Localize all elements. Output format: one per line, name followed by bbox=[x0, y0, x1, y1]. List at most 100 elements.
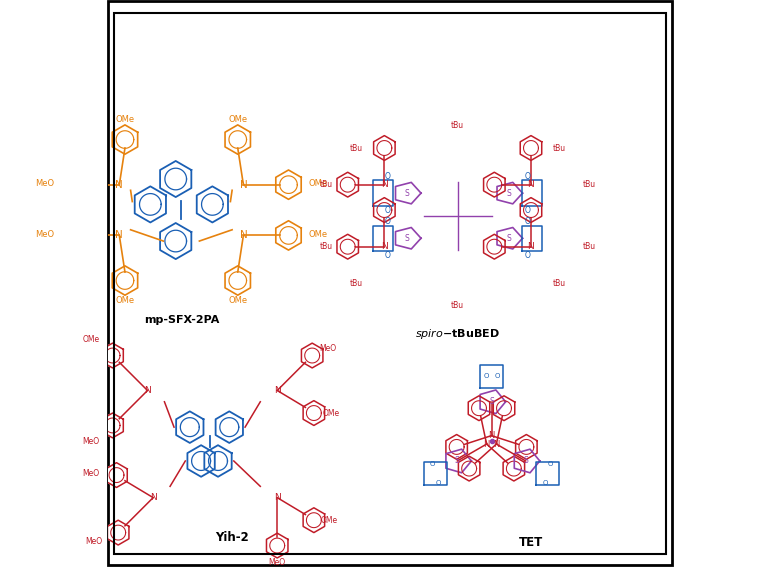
Text: OMe: OMe bbox=[83, 335, 100, 344]
Polygon shape bbox=[484, 234, 505, 259]
Polygon shape bbox=[160, 161, 191, 197]
Text: O: O bbox=[483, 373, 488, 380]
Text: O: O bbox=[525, 251, 530, 259]
Text: OMe: OMe bbox=[308, 230, 328, 239]
Text: N: N bbox=[484, 440, 490, 448]
Text: O: O bbox=[385, 205, 391, 215]
Text: OMe: OMe bbox=[115, 116, 134, 124]
Text: MeO: MeO bbox=[268, 558, 285, 567]
Polygon shape bbox=[301, 343, 323, 368]
Text: O: O bbox=[542, 480, 548, 486]
Text: OMe: OMe bbox=[321, 516, 338, 525]
Text: O: O bbox=[430, 461, 435, 467]
Polygon shape bbox=[484, 172, 505, 197]
Polygon shape bbox=[468, 396, 490, 420]
Text: N: N bbox=[488, 431, 495, 440]
Polygon shape bbox=[395, 183, 421, 204]
Polygon shape bbox=[446, 435, 467, 459]
Polygon shape bbox=[112, 125, 137, 154]
Text: OMe: OMe bbox=[229, 296, 247, 305]
Text: tBu: tBu bbox=[319, 242, 332, 251]
Text: O: O bbox=[525, 205, 530, 215]
Text: S: S bbox=[489, 397, 494, 406]
Text: S: S bbox=[506, 234, 511, 243]
Text: tBu: tBu bbox=[583, 242, 596, 251]
Text: S: S bbox=[455, 456, 459, 465]
Polygon shape bbox=[374, 135, 395, 160]
Text: tBu: tBu bbox=[583, 180, 596, 189]
Text: MeO: MeO bbox=[85, 537, 102, 546]
Text: O: O bbox=[495, 373, 500, 380]
Polygon shape bbox=[215, 411, 243, 443]
Polygon shape bbox=[459, 456, 480, 481]
Polygon shape bbox=[225, 266, 250, 295]
Polygon shape bbox=[102, 343, 123, 368]
Polygon shape bbox=[337, 234, 359, 259]
Text: OMe: OMe bbox=[322, 409, 339, 418]
Polygon shape bbox=[106, 463, 127, 488]
Text: Yih-2: Yih-2 bbox=[215, 531, 249, 543]
Text: tBu: tBu bbox=[552, 279, 566, 288]
Polygon shape bbox=[520, 135, 542, 160]
Polygon shape bbox=[503, 456, 525, 481]
Polygon shape bbox=[176, 411, 204, 443]
Text: $\it{spiro}$$\bf{-tBuBED}$: $\it{spiro}$$\bf{-tBuBED}$ bbox=[415, 327, 500, 341]
Text: tBu: tBu bbox=[451, 302, 464, 311]
Polygon shape bbox=[267, 533, 288, 558]
Text: N: N bbox=[115, 230, 123, 241]
Text: MeO: MeO bbox=[35, 230, 55, 239]
Text: MeO: MeO bbox=[319, 344, 336, 353]
Polygon shape bbox=[424, 463, 447, 485]
Text: MeO: MeO bbox=[35, 179, 55, 188]
Text: S: S bbox=[523, 456, 528, 465]
Polygon shape bbox=[62, 221, 87, 250]
Polygon shape bbox=[395, 228, 421, 249]
Polygon shape bbox=[480, 365, 503, 387]
Polygon shape bbox=[493, 396, 515, 420]
Text: N: N bbox=[493, 440, 499, 448]
Polygon shape bbox=[374, 225, 393, 251]
Polygon shape bbox=[374, 197, 395, 222]
Polygon shape bbox=[135, 187, 166, 222]
Text: S: S bbox=[506, 188, 511, 197]
Text: N: N bbox=[150, 493, 157, 502]
Text: N: N bbox=[274, 386, 281, 395]
Polygon shape bbox=[497, 228, 523, 249]
Text: TET: TET bbox=[519, 536, 543, 549]
Polygon shape bbox=[204, 445, 232, 477]
Polygon shape bbox=[197, 187, 228, 222]
Polygon shape bbox=[102, 413, 123, 438]
Polygon shape bbox=[337, 172, 359, 197]
Polygon shape bbox=[225, 125, 250, 154]
Text: N: N bbox=[381, 242, 388, 251]
Text: mp-SFX-2PA: mp-SFX-2PA bbox=[144, 315, 219, 325]
Polygon shape bbox=[276, 221, 301, 250]
Polygon shape bbox=[276, 170, 301, 199]
Polygon shape bbox=[62, 170, 87, 199]
Text: tBu: tBu bbox=[451, 121, 464, 130]
Polygon shape bbox=[187, 445, 214, 477]
Polygon shape bbox=[523, 180, 542, 206]
Text: S: S bbox=[405, 234, 410, 243]
Polygon shape bbox=[497, 183, 523, 204]
Text: tBu: tBu bbox=[319, 180, 332, 189]
Text: O: O bbox=[385, 217, 391, 226]
Polygon shape bbox=[537, 463, 559, 485]
Text: tBu: tBu bbox=[349, 279, 363, 288]
Polygon shape bbox=[303, 401, 324, 426]
Text: tBu: tBu bbox=[552, 143, 566, 152]
Text: N: N bbox=[527, 180, 534, 189]
Text: MeO: MeO bbox=[83, 437, 100, 446]
Polygon shape bbox=[446, 449, 471, 473]
Text: O: O bbox=[548, 461, 553, 467]
Polygon shape bbox=[374, 180, 393, 206]
Text: tBu: tBu bbox=[349, 143, 363, 152]
Text: OMe: OMe bbox=[308, 179, 328, 188]
Text: N: N bbox=[115, 180, 123, 189]
Text: S: S bbox=[405, 188, 410, 197]
Text: N: N bbox=[274, 493, 281, 502]
Polygon shape bbox=[516, 435, 537, 459]
Text: MeO: MeO bbox=[83, 469, 100, 479]
Text: OMe: OMe bbox=[115, 296, 134, 305]
Text: O: O bbox=[385, 172, 391, 181]
